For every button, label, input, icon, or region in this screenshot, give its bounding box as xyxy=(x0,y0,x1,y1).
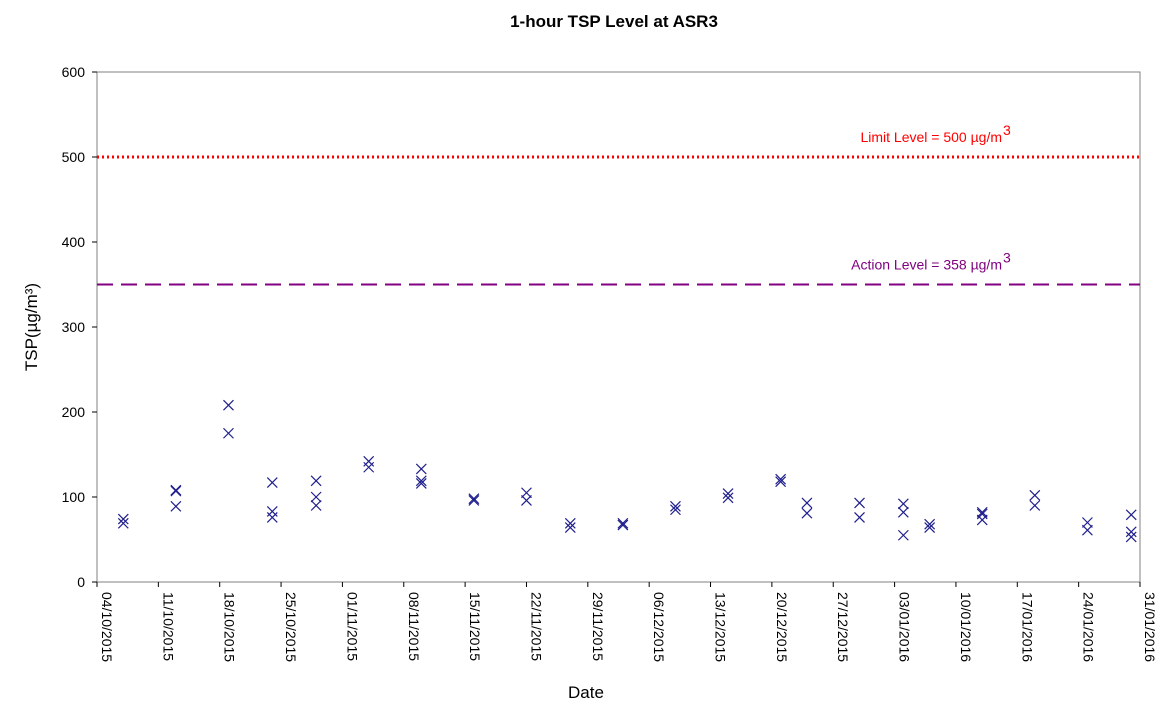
data-markers xyxy=(117,399,1137,543)
y-axis: 0 100 200 300 400 500 600 xyxy=(62,64,97,590)
data-point xyxy=(670,504,681,516)
x-tick-label: 06/12/2015 xyxy=(651,592,667,662)
data-point xyxy=(801,507,813,519)
data-point xyxy=(415,475,427,487)
data-point xyxy=(266,506,278,517)
y-tick-label: 200 xyxy=(62,404,86,420)
data-point xyxy=(1125,526,1137,538)
data-point xyxy=(266,477,278,488)
y-tick-label: 0 xyxy=(77,574,85,590)
x-tick-label: 24/01/2016 xyxy=(1081,592,1097,662)
x-tick-label: 11/10/2015 xyxy=(160,592,176,661)
data-point xyxy=(775,473,787,485)
data-point xyxy=(897,498,909,510)
data-point xyxy=(1125,509,1137,521)
data-point xyxy=(1081,524,1093,536)
x-tick-label: 17/01/2016 xyxy=(1019,592,1035,662)
x-axis: 04/10/2015 11/10/2015 18/10/2015 25/10/2015… xyxy=(96,582,1156,662)
data-point xyxy=(117,513,129,525)
data-point xyxy=(897,506,909,518)
y-tick-label: 100 xyxy=(62,489,86,505)
data-point xyxy=(617,517,629,529)
plot-area-border xyxy=(96,71,1141,583)
chart-title: 1-hour TSP Level at ASR3 xyxy=(510,12,718,31)
data-point xyxy=(266,511,278,523)
x-tick-label: 10/01/2016 xyxy=(958,592,974,662)
data-point xyxy=(363,455,375,467)
data-point xyxy=(976,508,988,520)
x-tick-label: 08/11/2015 xyxy=(406,592,422,661)
x-tick-label: 13/12/2015 xyxy=(713,592,729,662)
data-point xyxy=(897,529,909,541)
data-point xyxy=(170,500,182,512)
data-point xyxy=(670,500,681,512)
x-tick-label: 31/01/2016 xyxy=(1142,592,1156,662)
data-point xyxy=(415,477,427,489)
data-point xyxy=(310,491,322,503)
data-point xyxy=(775,476,787,488)
data-point xyxy=(976,514,988,526)
reference-line-label: Action Level = 358 µg/m xyxy=(851,257,1002,273)
data-point xyxy=(617,519,629,531)
data-point xyxy=(854,511,865,523)
data-point xyxy=(170,485,182,497)
data-point xyxy=(1081,517,1093,528)
data-point xyxy=(468,494,480,506)
data-point xyxy=(170,484,182,496)
data-point xyxy=(521,487,532,499)
data-point xyxy=(854,497,865,509)
y-tick-label: 300 xyxy=(62,319,86,335)
data-point xyxy=(415,463,427,475)
x-tick-label: 04/10/2015 xyxy=(99,592,115,662)
y-tick-label: 500 xyxy=(62,149,86,165)
data-point xyxy=(801,497,813,509)
data-point xyxy=(223,399,234,411)
data-point xyxy=(564,522,576,534)
x-tick-label: 22/11/2015 xyxy=(528,592,544,661)
data-point xyxy=(976,506,988,518)
data-point xyxy=(1029,500,1041,511)
data-point xyxy=(924,518,936,530)
data-point xyxy=(363,461,375,473)
data-point xyxy=(722,488,734,500)
data-point xyxy=(223,427,234,439)
data-point xyxy=(1029,489,1041,501)
x-tick-label: 18/10/2015 xyxy=(222,592,238,662)
reference-line-label-superscript: 3 xyxy=(1003,122,1011,138)
data-point xyxy=(564,517,576,529)
x-tick-label: 01/11/2015 xyxy=(344,592,360,661)
x-axis-title: Date xyxy=(568,683,604,702)
x-tick-label: 03/01/2016 xyxy=(897,592,913,662)
y-tick-label: 600 xyxy=(62,64,86,80)
x-tick-label: 20/12/2015 xyxy=(774,592,790,662)
data-point xyxy=(310,500,322,511)
data-point xyxy=(117,517,129,529)
x-tick-label: 27/12/2015 xyxy=(835,592,851,662)
data-point xyxy=(310,475,322,487)
x-tick-label: 15/11/2015 xyxy=(467,592,483,661)
data-point xyxy=(468,493,480,505)
reference-line-label-superscript: 3 xyxy=(1003,250,1011,266)
data-point xyxy=(924,522,936,534)
reference-line-label: Limit Level = 500 µg/m xyxy=(860,129,1002,145)
x-tick-label: 29/11/2015 xyxy=(590,592,606,661)
y-tick-label: 400 xyxy=(62,234,86,250)
data-point xyxy=(722,492,734,504)
y-axis-title: TSP(µg/m³) xyxy=(22,283,41,371)
x-tick-label: 25/10/2015 xyxy=(283,592,299,662)
data-point xyxy=(1125,531,1137,543)
data-point xyxy=(521,494,532,506)
